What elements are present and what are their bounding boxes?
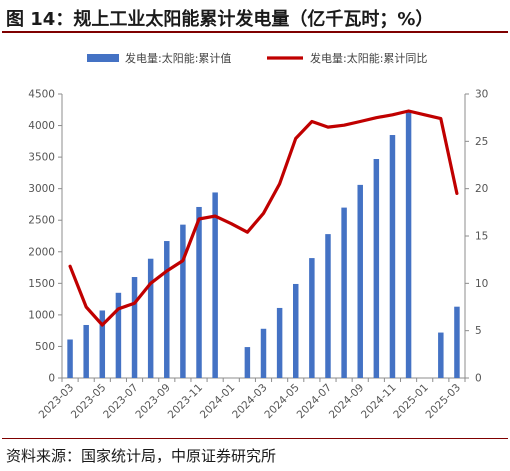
source-rule [2,438,508,439]
bar [212,192,218,378]
figure-title: 图 14：规上工业太阳能累计发电量（亿千瓦时；%） [6,9,434,30]
bar [131,277,138,378]
left-tick-label: 0 [48,373,55,385]
bar [357,184,363,378]
left-tick-label: 3000 [28,183,55,195]
left-tick-label: 1000 [28,309,55,321]
legend-bar-swatch [87,54,119,62]
legend-line-label: 发电量:太阳能:累计同比 [310,51,427,65]
bar [276,307,283,378]
bar [454,306,460,378]
bar [164,241,170,378]
left-tick-label: 2500 [28,215,55,227]
left-tick-label: 4500 [28,89,55,101]
bar [196,206,202,378]
x-tick-label: 2025-03 [424,382,464,422]
right-tick-label: 5 [475,325,482,337]
right-tick-label: 0 [475,373,482,385]
right-tick-label: 15 [475,231,488,243]
bar [180,224,186,378]
bar [147,258,154,378]
right-tick-label: 20 [475,183,488,195]
left-tick-label: 4000 [28,120,55,132]
bar [341,207,347,378]
left-tick-label: 2000 [28,246,55,258]
legend-bar-label: 发电量:太阳能:累计值 [125,51,231,65]
bar [389,135,396,378]
bar [373,159,380,378]
right-tick-label: 10 [475,278,488,290]
left-tick-label: 500 [35,341,55,353]
bar [309,258,315,378]
bar [67,339,73,378]
bar [83,324,89,378]
bar [292,283,299,378]
chart-canvas: 发电量:太阳能:累计值 发电量:太阳能:累计同比 0500100015002000… [28,51,488,422]
plot-area: 0 500 1000 1500 2000 2500 3000 3500 4000 4500 0 5 10… [28,89,488,422]
bar [260,328,267,378]
right-tick-label: 25 [475,136,488,148]
right-tick-label: 30 [475,89,488,101]
left-tick-label: 3500 [28,152,55,164]
series-line [68,109,459,327]
bar [99,310,106,378]
chart-legend: 发电量:太阳能:累计值 发电量:太阳能:累计同比 [87,51,427,65]
figure-source: 资料来源：国家统计局，中原证券研究所 [6,447,277,465]
bar [438,332,444,378]
bar [325,234,331,378]
bar [244,347,251,378]
left-tick-label: 1500 [28,278,55,290]
title-rule [2,31,508,33]
bar [405,111,412,378]
bar [115,292,122,378]
